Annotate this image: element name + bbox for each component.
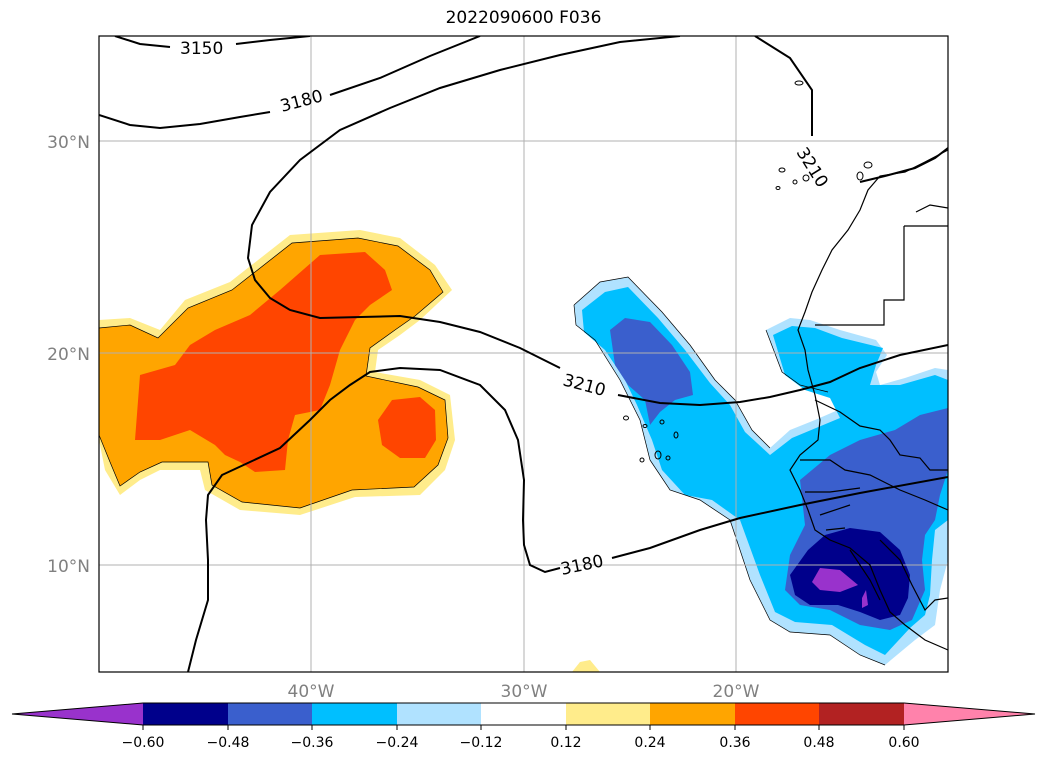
colorbar-tick-label: −0.12 bbox=[460, 735, 503, 751]
colorbar-tick-label: 0.60 bbox=[888, 735, 919, 751]
fill-0.36-0.48-main bbox=[135, 252, 392, 472]
colorbar-bin-048-060 bbox=[819, 703, 904, 725]
contour-label-3150: 3150 bbox=[180, 39, 223, 59]
lon-label-40w: 40°W bbox=[288, 682, 335, 702]
border-6 bbox=[879, 539, 948, 612]
lat-label-10n: 10°N bbox=[47, 557, 90, 577]
colorbar-tick-label: 0.12 bbox=[550, 735, 581, 751]
contour-3210-main bbox=[859, 147, 948, 183]
colorbar-tick-label: 0.24 bbox=[634, 735, 665, 751]
colorbar-bin-neg024-neg012 bbox=[397, 703, 481, 725]
border-7 bbox=[849, 549, 881, 601]
colorbar-tick-label: −0.60 bbox=[122, 735, 165, 751]
fill-lt-neg0.60 bbox=[812, 568, 858, 592]
colorbar: −0.60 −0.48 −0.36 −0.24 −0.12 0.12 0.24 … bbox=[11, 702, 1036, 751]
lon-label-20w: 20°W bbox=[713, 682, 760, 702]
colorbar-ticks bbox=[142, 725, 905, 730]
lat-label-20n: 20°N bbox=[47, 345, 90, 365]
coastlines bbox=[789, 149, 948, 651]
africa-coast bbox=[789, 149, 948, 651]
colorbar-tick-label: 0.36 bbox=[719, 735, 750, 751]
colorbar-bin-neg036-neg024 bbox=[312, 703, 397, 725]
colorbar-tick-label: −0.36 bbox=[291, 735, 334, 751]
border-4 bbox=[800, 459, 948, 511]
lat-label-30n: 30°N bbox=[47, 133, 90, 153]
colorbar-bin-neg048-neg036 bbox=[228, 703, 312, 725]
positive-anomaly-region bbox=[99, 230, 600, 672]
fill-lt-neg0.60-small bbox=[862, 590, 868, 608]
colorbar-bin-024-036 bbox=[650, 703, 735, 725]
contour-3180-south bbox=[187, 366, 948, 672]
colorbar-tick-label: −0.48 bbox=[207, 735, 250, 751]
map-frame bbox=[98, 35, 949, 673]
border-2 bbox=[915, 204, 948, 213]
latitude-labels: 30°N 20°N 10°N bbox=[47, 133, 90, 577]
shade-outlines bbox=[99, 237, 886, 666]
border-5 bbox=[805, 487, 861, 531]
height-contours bbox=[99, 36, 948, 672]
map-title: 2022090600 F036 bbox=[445, 8, 602, 28]
lon-label-30w: 30°W bbox=[501, 682, 548, 702]
contour-3210-north bbox=[754, 36, 813, 136]
fill-neg0.60-neg0.48 bbox=[790, 528, 910, 620]
map-area: 3150 3180 3210 3210 3180 bbox=[99, 36, 948, 672]
colorbar-extend-high bbox=[904, 703, 1035, 725]
border-3 bbox=[814, 399, 948, 471]
contour-3150 bbox=[114, 36, 311, 48]
colorbar-bin-neg012-012 bbox=[481, 703, 566, 725]
contour-3180-north bbox=[99, 36, 481, 130]
colorbar-tick-label: −0.24 bbox=[376, 735, 419, 751]
gridlines bbox=[99, 36, 948, 672]
longitude-labels: 40°W 30°W 20°W bbox=[288, 682, 760, 702]
islands bbox=[623, 80, 873, 463]
colorbar-bin-neg060-neg048 bbox=[143, 703, 228, 725]
fill-0.36-0.48-small bbox=[378, 397, 436, 458]
fill-neg0.48-neg0.36-north bbox=[610, 318, 693, 425]
colorbar-extend-low bbox=[12, 703, 143, 725]
border-1 bbox=[815, 225, 948, 326]
fill-0.12-0.24-south bbox=[572, 660, 600, 672]
colorbar-bin-036-048 bbox=[735, 703, 819, 725]
colorbar-bin-012-024 bbox=[566, 703, 650, 725]
contour-3210-loop bbox=[246, 36, 948, 407]
colorbar-tick-label: 0.48 bbox=[803, 735, 834, 751]
